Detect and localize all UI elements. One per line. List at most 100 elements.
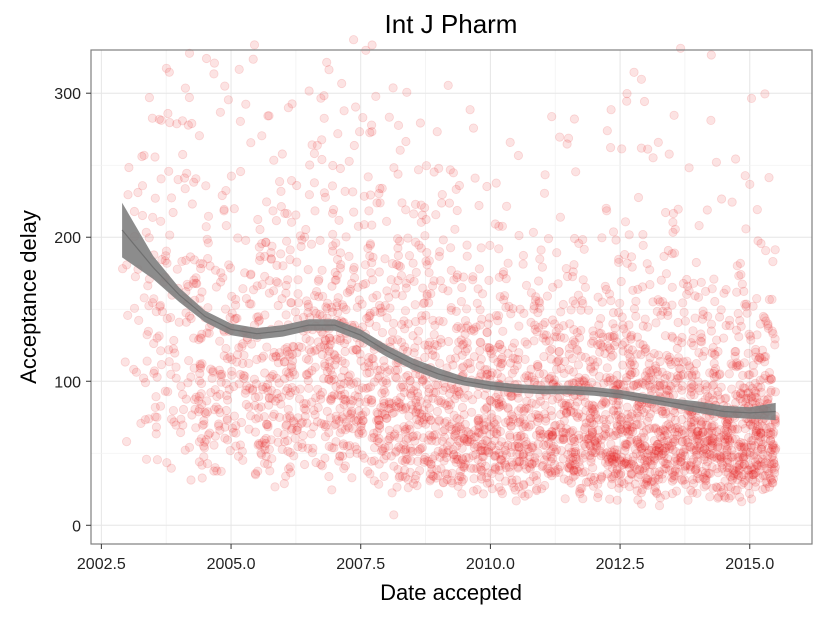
data-point bbox=[753, 460, 763, 470]
data-point bbox=[414, 240, 424, 250]
data-point bbox=[551, 332, 562, 342]
data-point bbox=[432, 406, 442, 417]
data-point bbox=[529, 336, 539, 346]
data-point bbox=[431, 436, 441, 446]
data-point bbox=[730, 154, 741, 164]
data-point bbox=[568, 472, 578, 482]
data-point bbox=[747, 469, 757, 479]
data-point bbox=[352, 444, 362, 454]
data-point bbox=[411, 267, 421, 277]
data-point bbox=[445, 437, 455, 447]
data-point bbox=[324, 471, 334, 482]
data-point bbox=[433, 489, 444, 499]
data-point bbox=[408, 478, 418, 489]
data-point bbox=[707, 428, 717, 438]
data-point bbox=[254, 392, 264, 402]
data-point bbox=[569, 324, 579, 335]
data-point bbox=[485, 240, 495, 250]
data-point bbox=[727, 424, 737, 434]
data-point bbox=[464, 436, 475, 447]
data-point bbox=[691, 257, 701, 268]
data-point bbox=[638, 463, 648, 474]
data-point bbox=[357, 383, 368, 393]
data-point bbox=[379, 398, 389, 409]
data-point bbox=[538, 429, 548, 439]
data-point bbox=[186, 372, 196, 382]
data-point bbox=[400, 342, 410, 352]
data-point bbox=[540, 480, 550, 491]
data-point bbox=[421, 310, 431, 320]
data-point bbox=[436, 198, 447, 208]
data-point bbox=[360, 260, 370, 270]
data-point bbox=[627, 367, 637, 378]
data-point bbox=[612, 465, 622, 475]
data-point bbox=[227, 308, 237, 318]
data-point bbox=[573, 290, 584, 300]
data-point bbox=[498, 400, 508, 410]
data-point bbox=[677, 474, 687, 484]
data-point bbox=[737, 279, 747, 289]
data-point bbox=[565, 406, 576, 417]
data-point bbox=[580, 422, 590, 432]
data-point bbox=[626, 332, 636, 342]
data-point bbox=[616, 456, 626, 466]
data-point bbox=[686, 424, 697, 434]
data-point bbox=[521, 280, 532, 290]
data-point bbox=[741, 299, 752, 309]
data-point bbox=[418, 298, 429, 309]
data-point bbox=[368, 252, 378, 262]
data-point bbox=[673, 357, 684, 367]
data-point bbox=[574, 487, 585, 497]
data-point bbox=[365, 240, 375, 250]
data-point bbox=[231, 300, 241, 310]
data-point bbox=[460, 419, 470, 429]
data-point bbox=[468, 272, 478, 282]
data-point bbox=[656, 310, 666, 320]
data-point bbox=[617, 144, 627, 154]
data-point bbox=[661, 269, 672, 279]
data-point bbox=[528, 227, 539, 237]
data-point bbox=[331, 381, 341, 391]
data-point bbox=[501, 201, 512, 211]
data-point bbox=[414, 465, 425, 476]
data-point bbox=[494, 244, 504, 254]
data-point bbox=[257, 438, 267, 448]
data-point bbox=[129, 206, 139, 217]
data-point bbox=[443, 286, 453, 296]
data-point bbox=[349, 140, 359, 151]
data-point bbox=[332, 254, 343, 265]
data-point bbox=[475, 337, 485, 347]
data-point bbox=[651, 446, 661, 456]
data-point bbox=[738, 453, 749, 463]
data-point bbox=[444, 198, 454, 208]
data-point bbox=[156, 346, 166, 356]
data-point bbox=[319, 113, 329, 123]
data-point bbox=[686, 457, 697, 467]
data-point bbox=[198, 420, 208, 430]
data-point bbox=[511, 496, 521, 506]
data-point bbox=[662, 440, 673, 450]
data-point bbox=[148, 212, 158, 222]
data-point bbox=[483, 468, 493, 478]
data-point bbox=[743, 348, 753, 358]
data-point bbox=[435, 276, 445, 286]
data-point bbox=[166, 463, 176, 473]
data-point bbox=[197, 359, 207, 369]
data-point bbox=[591, 440, 602, 451]
data-point bbox=[256, 448, 266, 458]
data-point bbox=[358, 113, 368, 123]
data-point bbox=[477, 439, 487, 449]
data-point bbox=[273, 278, 283, 288]
data-point bbox=[515, 449, 525, 459]
data-point bbox=[239, 370, 249, 380]
data-point bbox=[750, 441, 760, 451]
data-point bbox=[593, 492, 603, 503]
data-point bbox=[437, 190, 447, 200]
data-point bbox=[482, 417, 492, 427]
data-point bbox=[379, 356, 389, 366]
data-point bbox=[498, 269, 508, 279]
data-point bbox=[152, 333, 162, 343]
data-point bbox=[423, 456, 434, 467]
data-point bbox=[350, 102, 361, 112]
data-point bbox=[362, 368, 372, 378]
